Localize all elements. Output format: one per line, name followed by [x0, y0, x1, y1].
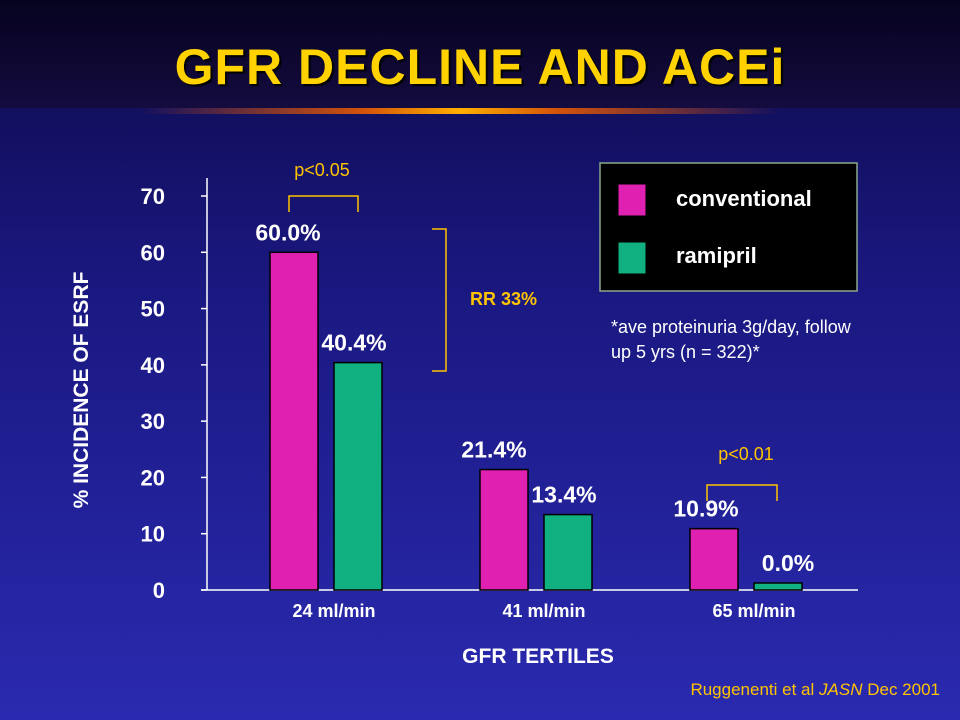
y-tick-label: 20 [141, 465, 165, 490]
data-label: 40.4% [321, 330, 386, 356]
citation-authors: Ruggenenti et al [690, 680, 815, 699]
legend: conventional ramipril [599, 162, 858, 292]
legend-swatch-ramipril [617, 241, 647, 275]
data-label: 0.0% [762, 550, 814, 576]
legend-label-conventional: conventional [676, 186, 812, 211]
bar-ramipril-1 [333, 361, 383, 591]
bar-conventional-1 [269, 251, 319, 591]
data-label: 10.9% [673, 496, 738, 522]
p-value-third-bracket [706, 484, 778, 501]
title-divider [140, 108, 780, 114]
rr-label: RR 33% [470, 289, 537, 309]
study-note-line1: *ave proteinuria 3g/day, follow [611, 317, 852, 337]
x-tick-labels: 24 ml/min 41 ml/min 65 ml/min [292, 601, 795, 621]
y-tick-label: 70 [141, 184, 165, 209]
p-value-first-group: p<0.05 [294, 160, 350, 180]
data-label: 60.0% [255, 219, 320, 245]
data-label: 13.4% [531, 482, 596, 508]
x-axis-label: GFR TERTILES [462, 645, 614, 668]
y-tick-label: 10 [141, 522, 165, 547]
y-tick-label: 40 [141, 353, 165, 378]
citation: Ruggenenti et al JASN Dec 2001 [690, 680, 940, 700]
y-tick-label: 0 [153, 578, 165, 603]
p-value-third-group: p<0.01 [718, 444, 774, 464]
x-tick-label: 24 ml/min [292, 601, 375, 621]
page-title: GFR DECLINE AND ACEi [174, 39, 786, 95]
title-band [0, 0, 960, 108]
legend-swatch-conventional [617, 183, 647, 217]
p-value-first-bracket [288, 195, 359, 212]
bar-ramipril-2 [543, 513, 593, 591]
rr-bracket [432, 228, 447, 372]
bar-conventional-2 [479, 468, 529, 591]
citation-date: Dec 2001 [867, 680, 940, 699]
bar-conventional-3 [689, 527, 739, 591]
y-ticks: 0 10 20 30 40 50 60 70 [141, 184, 207, 603]
y-axis-label: % INCIDENCE OF ESRF [70, 271, 93, 508]
annotations: p<0.05 RR 33% p<0.01 *ave proteinuria 3g… [288, 160, 852, 501]
data-labels: 60.0% 40.4% 21.4%13.4% 10.9% 0.0% [255, 219, 814, 576]
bar-ramipril-3 [753, 582, 803, 591]
citation-journal: JASN [819, 680, 863, 699]
data-label: 21.4% [461, 437, 526, 463]
y-tick-label: 50 [141, 297, 165, 322]
y-tick-label: 60 [141, 240, 165, 265]
legend-label-ramipril: ramipril [676, 243, 757, 268]
study-note-line2: up 5 yrs (n = 322)* [611, 342, 760, 362]
x-tick-label: 65 ml/min [712, 601, 795, 621]
chart-bars [269, 251, 803, 591]
x-tick-label: 41 ml/min [502, 601, 585, 621]
y-tick-label: 30 [141, 409, 165, 434]
